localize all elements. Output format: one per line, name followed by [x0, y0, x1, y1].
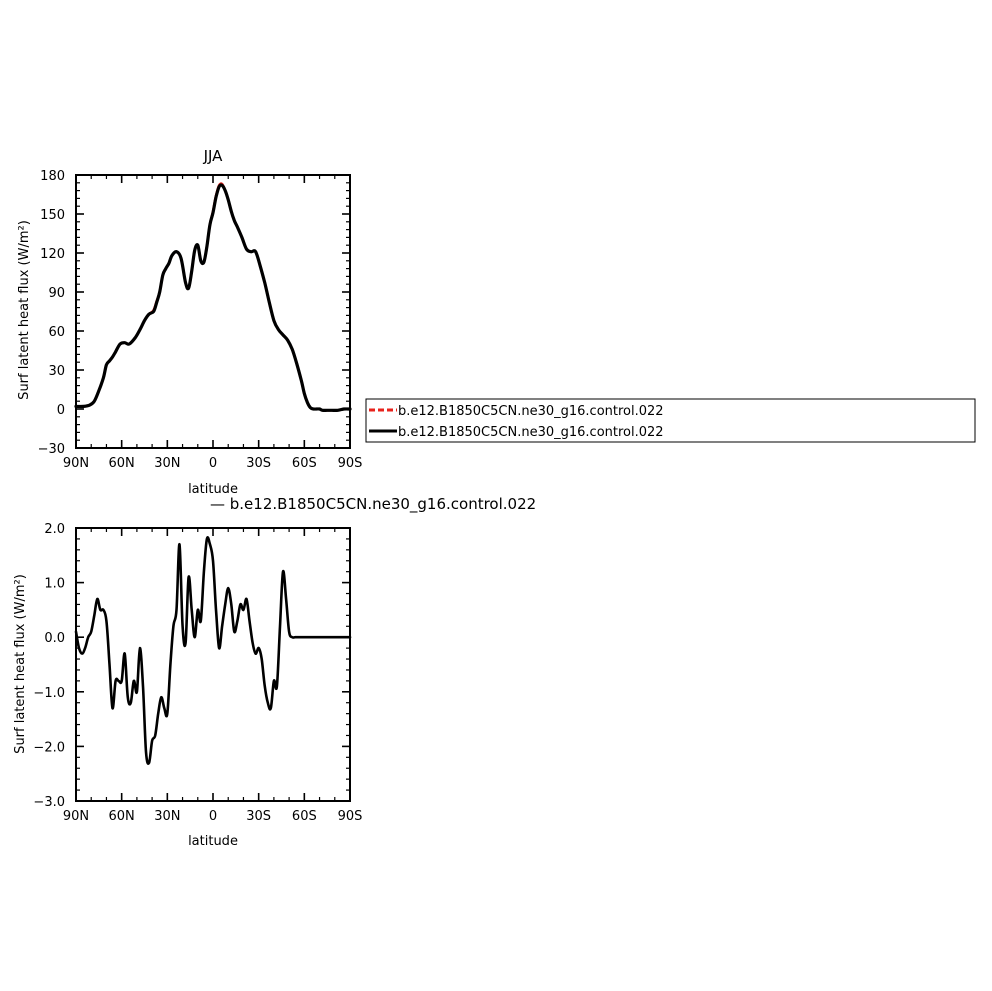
top-y-tick-label: 120 — [40, 247, 65, 262]
top-panel: JJA latitude Surf latent heat flux (W/m²… — [17, 147, 362, 497]
top-y-tick-label: 180 — [40, 169, 65, 184]
bottom-panel: latitude Surf latent heat flux (W/m²) 90… — [13, 522, 362, 849]
top-x-axis-label: latitude — [188, 482, 238, 497]
top-series-group — [74, 182, 352, 412]
top-x-tick-label: 90N — [63, 456, 89, 471]
top-x-tick-label: 30S — [246, 456, 271, 471]
bottom-y-tick-label: 0.0 — [44, 631, 65, 646]
difference-legend-label: — b.e12.B1850C5CN.ne30_g16.control.022 — [210, 495, 536, 514]
top-series-line-0 — [74, 183, 352, 412]
bottom-y-tick-label: −1.0 — [33, 686, 65, 701]
bottom-x-tick-label: 30N — [154, 809, 180, 824]
top-x-tick-label: 0 — [209, 456, 217, 471]
bottom-y-tick-label: 1.0 — [44, 577, 65, 592]
top-x-tick-label: 90S — [338, 456, 363, 471]
top-axis-ticks: 90N 60N 30N 0 30S 60S 90S −30 0 30 60 90 120 150 180 — [38, 169, 363, 471]
bottom-y-tick-label: −3.0 — [33, 795, 65, 810]
top-panel-title: JJA — [203, 147, 224, 165]
bottom-axis-ticks: 90N 60N 30N 0 30S 60S 90S −3.0 −2.0 −1.0 0.0 1.0 2.0 — [33, 522, 362, 824]
bottom-x-tick-label: 0 — [209, 809, 217, 824]
top-y-tick-label: 60 — [48, 325, 65, 340]
bottom-y-axis-label: Surf latent heat flux (W/m²) — [13, 574, 28, 754]
bottom-series-line-0 — [74, 536, 352, 765]
top-y-tick-label: 150 — [40, 208, 65, 223]
top-y-tick-label: −30 — [38, 442, 65, 457]
top-x-tick-label: 60S — [292, 456, 317, 471]
top-y-tick-label: 90 — [48, 286, 65, 301]
legend-label-control: b.e12.B1850C5CN.ne30_g16.control.022 — [398, 404, 664, 419]
bottom-plot-frame — [75, 527, 351, 802]
bottom-x-tick-label: 90N — [63, 809, 89, 824]
bottom-x-tick-label: 90S — [338, 809, 363, 824]
top-y-tick-label: 0 — [57, 403, 65, 418]
legend: b.e12.B1850C5CN.ne30_g16.control.022 b.e… — [365, 398, 976, 443]
bottom-y-tick-label: −2.0 — [33, 740, 65, 755]
top-y-axis-label: Surf latent heat flux (W/m²) — [17, 220, 32, 400]
bottom-x-axis-label: latitude — [188, 834, 238, 849]
legend-label-reference: b.e12.B1850C5CN.ne30_g16.control.022 — [398, 425, 664, 440]
top-x-tick-label: 30N — [154, 456, 180, 471]
bottom-x-tick-label: 60S — [292, 809, 317, 824]
bottom-x-tick-label: 60N — [109, 809, 135, 824]
top-x-tick-label: 60N — [109, 456, 135, 471]
top-y-tick-label: 30 — [48, 364, 65, 379]
bottom-y-tick-label: 2.0 — [44, 522, 65, 537]
bottom-series-group — [74, 536, 352, 765]
bottom-x-tick-label: 30S — [246, 809, 271, 824]
top-plot-frame — [75, 174, 351, 449]
legend-box — [365, 398, 976, 443]
